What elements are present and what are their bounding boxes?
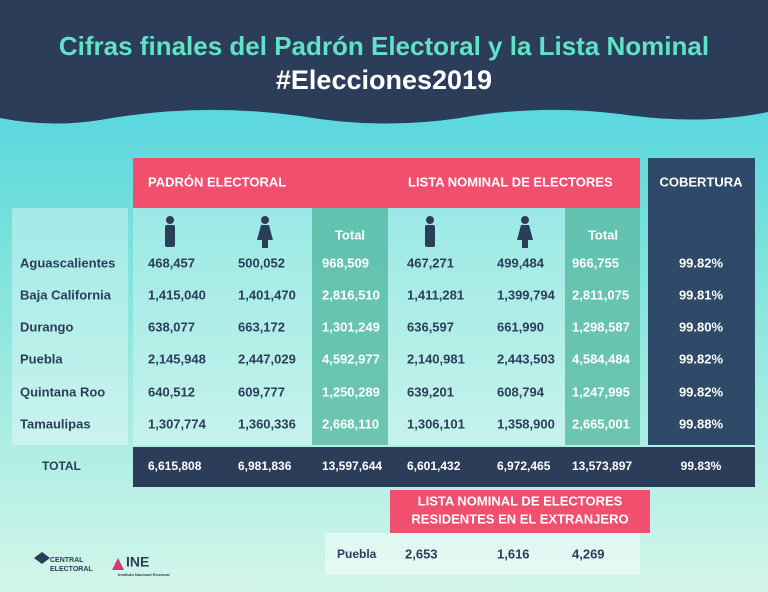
state-column <box>12 208 128 445</box>
female-icon <box>517 216 533 248</box>
cell: 1,306,101 <box>407 416 465 431</box>
cell: 467,271 <box>407 255 454 270</box>
group-label: PADRÓN ELECTORAL <box>148 174 286 189</box>
cell: 1,411,281 <box>407 287 464 302</box>
abroad-title: RESIDENTES EN EL EXTRANJERO <box>411 511 628 526</box>
total-cell: 6,972,465 <box>497 459 551 473</box>
total-cell: 6,601,432 <box>407 459 461 473</box>
male-icon <box>425 216 435 247</box>
abroad-state: Puebla <box>337 547 377 561</box>
abroad-title: LISTA NOMINAL DE ELECTORES <box>418 493 623 508</box>
cell: 2,816,510 <box>322 287 380 302</box>
abroad-cell: 4,269 <box>572 546 605 561</box>
cell: 640,512 <box>148 384 195 399</box>
cell: 1,301,249 <box>322 319 380 334</box>
cell: 99.88% <box>679 416 724 431</box>
abroad-cell: 1,616 <box>497 546 530 561</box>
logo-text: INE <box>126 554 149 570</box>
total-label: TOTAL <box>42 459 81 473</box>
state-name: Aguascalientes <box>20 255 115 270</box>
cell: 968,509 <box>322 255 369 270</box>
total-header: Total <box>588 227 618 242</box>
cell: 99.82% <box>679 255 724 270</box>
title: Cifras finales del Padrón Electoral y la… <box>59 31 709 61</box>
total-cell: 13,573,897 <box>572 459 632 473</box>
cell: 2,811,075 <box>572 287 629 302</box>
total-header: Total <box>335 227 365 242</box>
abroad-header <box>390 490 650 533</box>
cell: 2,140,981 <box>407 351 465 366</box>
total-row <box>133 447 755 487</box>
group-label: COBERTURA <box>659 174 743 189</box>
cell: 636,597 <box>407 319 454 334</box>
cell: 608,794 <box>497 384 545 399</box>
state-name: Quintana Roo <box>20 384 105 399</box>
cell: 99.80% <box>679 319 724 334</box>
group-label: LISTA NOMINAL DE ELECTORES <box>408 174 613 189</box>
logo-text: CENTRAL <box>50 557 84 564</box>
abroad-cell: 2,653 <box>405 546 438 561</box>
cell: 99.81% <box>679 287 724 302</box>
cell: 1,415,040 <box>148 287 206 302</box>
cell: 1,247,995 <box>572 384 630 399</box>
cell: 663,172 <box>238 319 285 334</box>
total-cell: 6,615,808 <box>148 459 202 473</box>
cell: 1,358,900 <box>497 416 555 431</box>
cell: 500,052 <box>238 255 285 270</box>
cell: 638,077 <box>148 319 195 334</box>
male-icon <box>165 216 175 247</box>
cell: 1,298,587 <box>572 319 630 334</box>
header-band <box>0 0 768 124</box>
logo-text: ELECTORAL <box>50 566 93 573</box>
logo-text: Instituto Nacional Electoral <box>118 572 170 577</box>
state-name: Tamaulipas <box>20 416 91 431</box>
cell: 2,665,001 <box>572 416 630 431</box>
cell: 99.82% <box>679 351 724 366</box>
cell: 99.82% <box>679 384 724 399</box>
cell: 639,201 <box>407 384 454 399</box>
logo-mark <box>34 552 50 564</box>
coverage-column <box>648 158 755 445</box>
total-column <box>312 208 388 445</box>
cell: 1,401,470 <box>238 287 296 302</box>
total-cell: 6,981,836 <box>238 459 292 473</box>
state-name: Puebla <box>20 351 63 366</box>
total-column <box>565 208 640 445</box>
cell: 2,668,110 <box>322 416 379 431</box>
total-cell: 13,597,644 <box>322 459 382 473</box>
cell: 1,360,336 <box>238 416 296 431</box>
cell: 1,307,774 <box>148 416 207 431</box>
cell: 966,755 <box>572 255 619 270</box>
cell: 468,457 <box>148 255 195 270</box>
cell: 2,447,029 <box>238 351 296 366</box>
abroad-row <box>325 533 640 575</box>
cell: 499,484 <box>497 255 545 270</box>
logo-mark <box>112 558 124 570</box>
hashtag: #Elecciones2019 <box>276 65 492 95</box>
cell: 1,250,289 <box>322 384 380 399</box>
cell: 609,777 <box>238 384 285 399</box>
cell: 4,584,484 <box>572 351 631 366</box>
cell: 2,443,503 <box>497 351 555 366</box>
state-name: Baja California <box>20 287 112 302</box>
cell: 661,990 <box>497 319 544 334</box>
cell: 4,592,977 <box>322 351 380 366</box>
cell: 2,145,948 <box>148 351 206 366</box>
female-icon <box>257 216 273 248</box>
group-header <box>133 158 640 208</box>
total-cell: 99.83% <box>681 459 722 473</box>
cell: 1,399,794 <box>497 287 556 302</box>
state-name: Durango <box>20 319 74 334</box>
